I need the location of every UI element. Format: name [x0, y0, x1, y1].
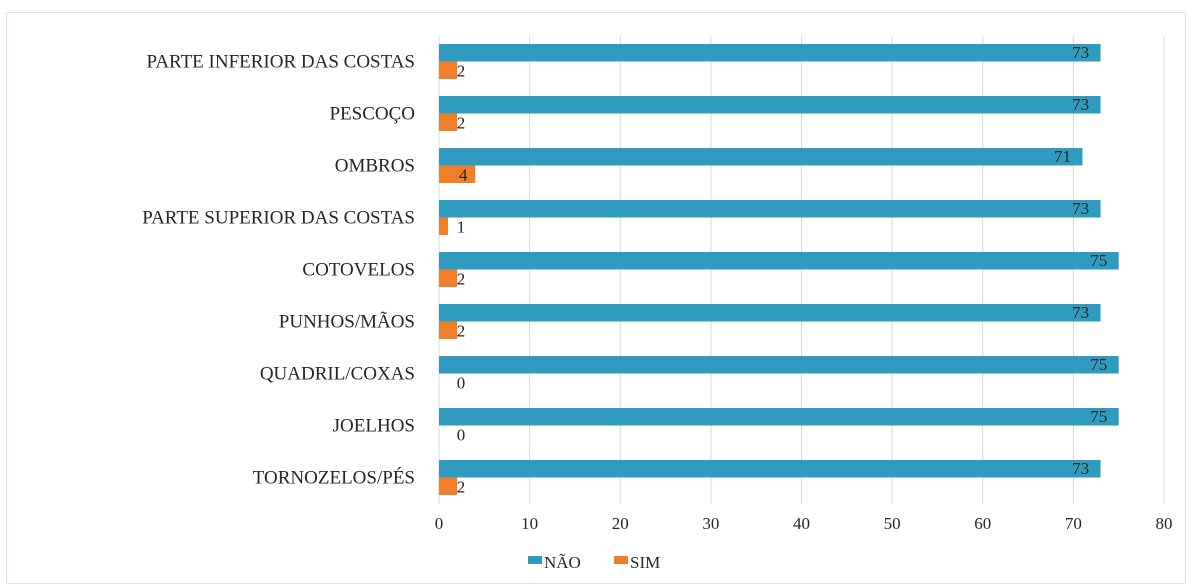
category-label: PESCOÇO: [329, 104, 415, 125]
bar-sim: [439, 477, 458, 495]
category-labels: PARTE INFERIOR DAS COSTAS PESCOÇO OMBROS PA…: [142, 52, 415, 489]
x-tick-label: 30: [702, 514, 719, 533]
bars: 73 2 73 2 71 4 73 1 75 2 73 2 75 0 75 0 73 2: [439, 43, 1119, 497]
data-label-nao: 73: [1072, 43, 1089, 62]
data-label-nao: 75: [1090, 355, 1107, 374]
legend-label-sim: SIM: [630, 553, 660, 572]
data-label-nao: 73: [1072, 459, 1089, 478]
bar-nao: [439, 148, 1083, 166]
legend-swatch-sim: [614, 556, 628, 564]
x-tick-label: 50: [884, 514, 901, 533]
data-label-sim: 0: [457, 374, 466, 393]
bar-sim: [439, 269, 458, 287]
data-label-nao: 73: [1072, 199, 1089, 218]
category-label: TORNOZELOS/PÉS: [253, 467, 415, 489]
bar-nao: [439, 460, 1101, 478]
bar-nao: [439, 96, 1101, 114]
category-label: OMBROS: [335, 156, 415, 177]
bar-nao: [439, 356, 1119, 374]
data-label-sim: 1: [457, 218, 466, 237]
data-label-sim: 4: [459, 166, 468, 185]
data-label-nao: 73: [1072, 95, 1089, 114]
category-label: COTOVELOS: [302, 260, 415, 281]
x-tick-label: 60: [974, 514, 991, 533]
data-label-sim: 2: [457, 62, 466, 81]
data-label-sim: 2: [457, 322, 466, 341]
category-label: JOELHOS: [333, 416, 415, 437]
x-tick-label: 20: [612, 514, 629, 533]
data-label-sim: 2: [457, 270, 466, 289]
data-label-sim: 2: [457, 478, 466, 497]
category-label: PUNHOS/MÃOS: [279, 311, 415, 333]
bar-sim: [439, 165, 476, 183]
bar-nao: [439, 252, 1119, 270]
x-tick-label: 40: [793, 514, 810, 533]
data-label-nao: 75: [1090, 407, 1107, 426]
category-label: PARTE INFERIOR DAS COSTAS: [147, 52, 416, 73]
x-tick-label: 0: [435, 514, 444, 533]
category-label: QUADRIL/COXAS: [260, 364, 415, 385]
x-tick-label: 70: [1065, 514, 1082, 533]
legend-swatch-nao: [528, 556, 542, 564]
data-label-nao: 73: [1072, 303, 1089, 322]
bar-sim: [439, 61, 458, 79]
legend-label-nao: NÃO: [544, 553, 581, 572]
data-label-sim: 0: [457, 426, 466, 445]
legend: NÃO SIM: [528, 553, 660, 572]
x-axis-ticks: 0 10 20 30 40 50 60 70 80: [435, 514, 1173, 533]
data-label-nao: 75: [1090, 251, 1107, 270]
bar-sim: [439, 321, 458, 339]
bar-nao: [439, 44, 1101, 62]
bar-sim: [439, 113, 458, 131]
bar-nao: [439, 408, 1119, 426]
data-label-nao: 71: [1054, 147, 1071, 166]
x-tick-label: 80: [1156, 514, 1173, 533]
x-tick-label: 10: [521, 514, 538, 533]
category-label: PARTE SUPERIOR DAS COSTAS: [142, 208, 415, 229]
data-label-sim: 2: [457, 114, 466, 133]
bar-nao: [439, 200, 1101, 218]
bar-sim: [439, 217, 449, 235]
bar-nao: [439, 304, 1101, 322]
